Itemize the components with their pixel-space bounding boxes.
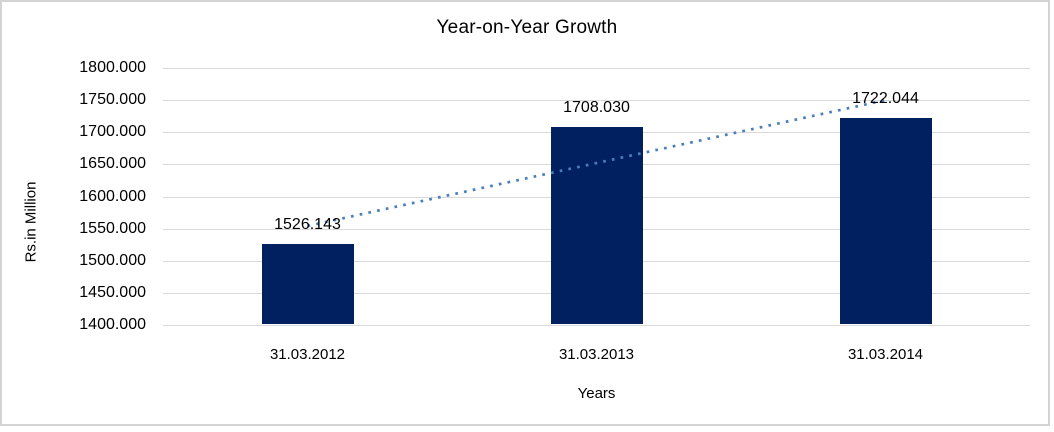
y-tick-label: 1650.000 (79, 155, 146, 173)
y-tick-label: 1700.000 (79, 123, 146, 141)
plot-area (163, 68, 1030, 326)
y-tick-label: 1450.000 (79, 283, 146, 301)
x-tick-label: 31.03.2014 (847, 346, 924, 363)
y-tick-label: 1550.000 (79, 219, 146, 237)
bar (261, 243, 354, 324)
y-tick-label: 1600.000 (79, 187, 146, 205)
y-tick-label: 1800.000 (79, 59, 146, 76)
bar-value-label: 1526.143 (274, 215, 341, 233)
bar-value-label: 1722.044 (852, 90, 919, 108)
bar-value-label: 1708.030 (563, 99, 630, 117)
y-tick-label: 1500.000 (79, 251, 146, 269)
gridline (163, 68, 1030, 69)
x-tick-label: 31.03.2012 (269, 346, 346, 363)
y-tick-label: 1400.000 (79, 316, 146, 333)
x-tick-label: 31.03.2013 (558, 346, 635, 363)
chart-title: Year-on-Year Growth (436, 17, 618, 38)
y-tick-label: 1750.000 (79, 91, 146, 109)
gridline (163, 325, 1030, 326)
bar (839, 118, 932, 324)
bar (550, 127, 643, 324)
x-axis-title: Years (577, 385, 616, 402)
